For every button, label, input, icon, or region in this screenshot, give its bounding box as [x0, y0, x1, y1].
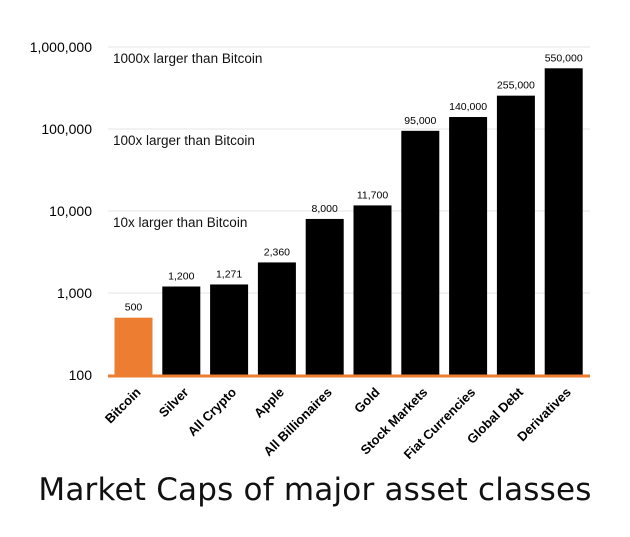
data-label: 255,000 — [497, 80, 535, 92]
bars — [114, 68, 583, 376]
data-label: 140,000 — [449, 101, 487, 113]
data-label: 550,000 — [545, 52, 583, 64]
bar — [449, 117, 488, 375]
annotation-label: 10x larger than Bitcoin — [113, 215, 247, 230]
data-label: 1,271 — [216, 268, 242, 280]
bar — [401, 130, 440, 375]
data-labels: 500 1,200 1,271 2,360 8,000 11,700 95,000 140,0… — [125, 52, 583, 313]
y-tick-label: 100,000 — [41, 121, 92, 137]
x-tick-label: All Crypto — [185, 384, 240, 439]
bar — [257, 262, 296, 375]
x-tick-label: Bitcoin — [102, 384, 144, 426]
data-label: 8,000 — [312, 203, 338, 215]
y-tick-label: 1,000 — [57, 285, 92, 301]
data-label: 11,700 — [357, 189, 388, 201]
bar — [305, 218, 344, 375]
market-caps-chart: 100 1,000 10,000 100,000 1,000,000 10x large… — [30, 39, 590, 462]
y-axis-ticks: 100 1,000 10,000 100,000 1,000,000 — [30, 39, 93, 383]
chart-title: Market Caps of major asset classes — [38, 472, 592, 508]
x-tick-label: Apple — [251, 385, 287, 421]
data-label: 95,000 — [404, 115, 436, 127]
data-label: 2,360 — [264, 246, 290, 258]
annotation-label: 100x larger than Bitcoin — [113, 133, 255, 148]
data-label: 500 — [125, 302, 143, 314]
x-tick-label: Gold — [351, 384, 383, 416]
y-tick-label: 10,000 — [49, 203, 92, 219]
bar — [210, 284, 249, 375]
y-tick-label: 100 — [69, 367, 93, 383]
annotations: 10x larger than Bitcoin 100x larger than … — [113, 51, 262, 230]
bar — [496, 95, 535, 376]
x-tick-label: Silver — [156, 385, 192, 421]
data-label: 1,200 — [168, 271, 194, 283]
bar — [353, 205, 392, 375]
annotation-label: 1000x larger than Bitcoin — [113, 51, 262, 66]
y-tick-label: 1,000,000 — [30, 39, 92, 55]
bar — [162, 286, 201, 375]
bar — [114, 317, 153, 375]
bar — [544, 68, 583, 376]
